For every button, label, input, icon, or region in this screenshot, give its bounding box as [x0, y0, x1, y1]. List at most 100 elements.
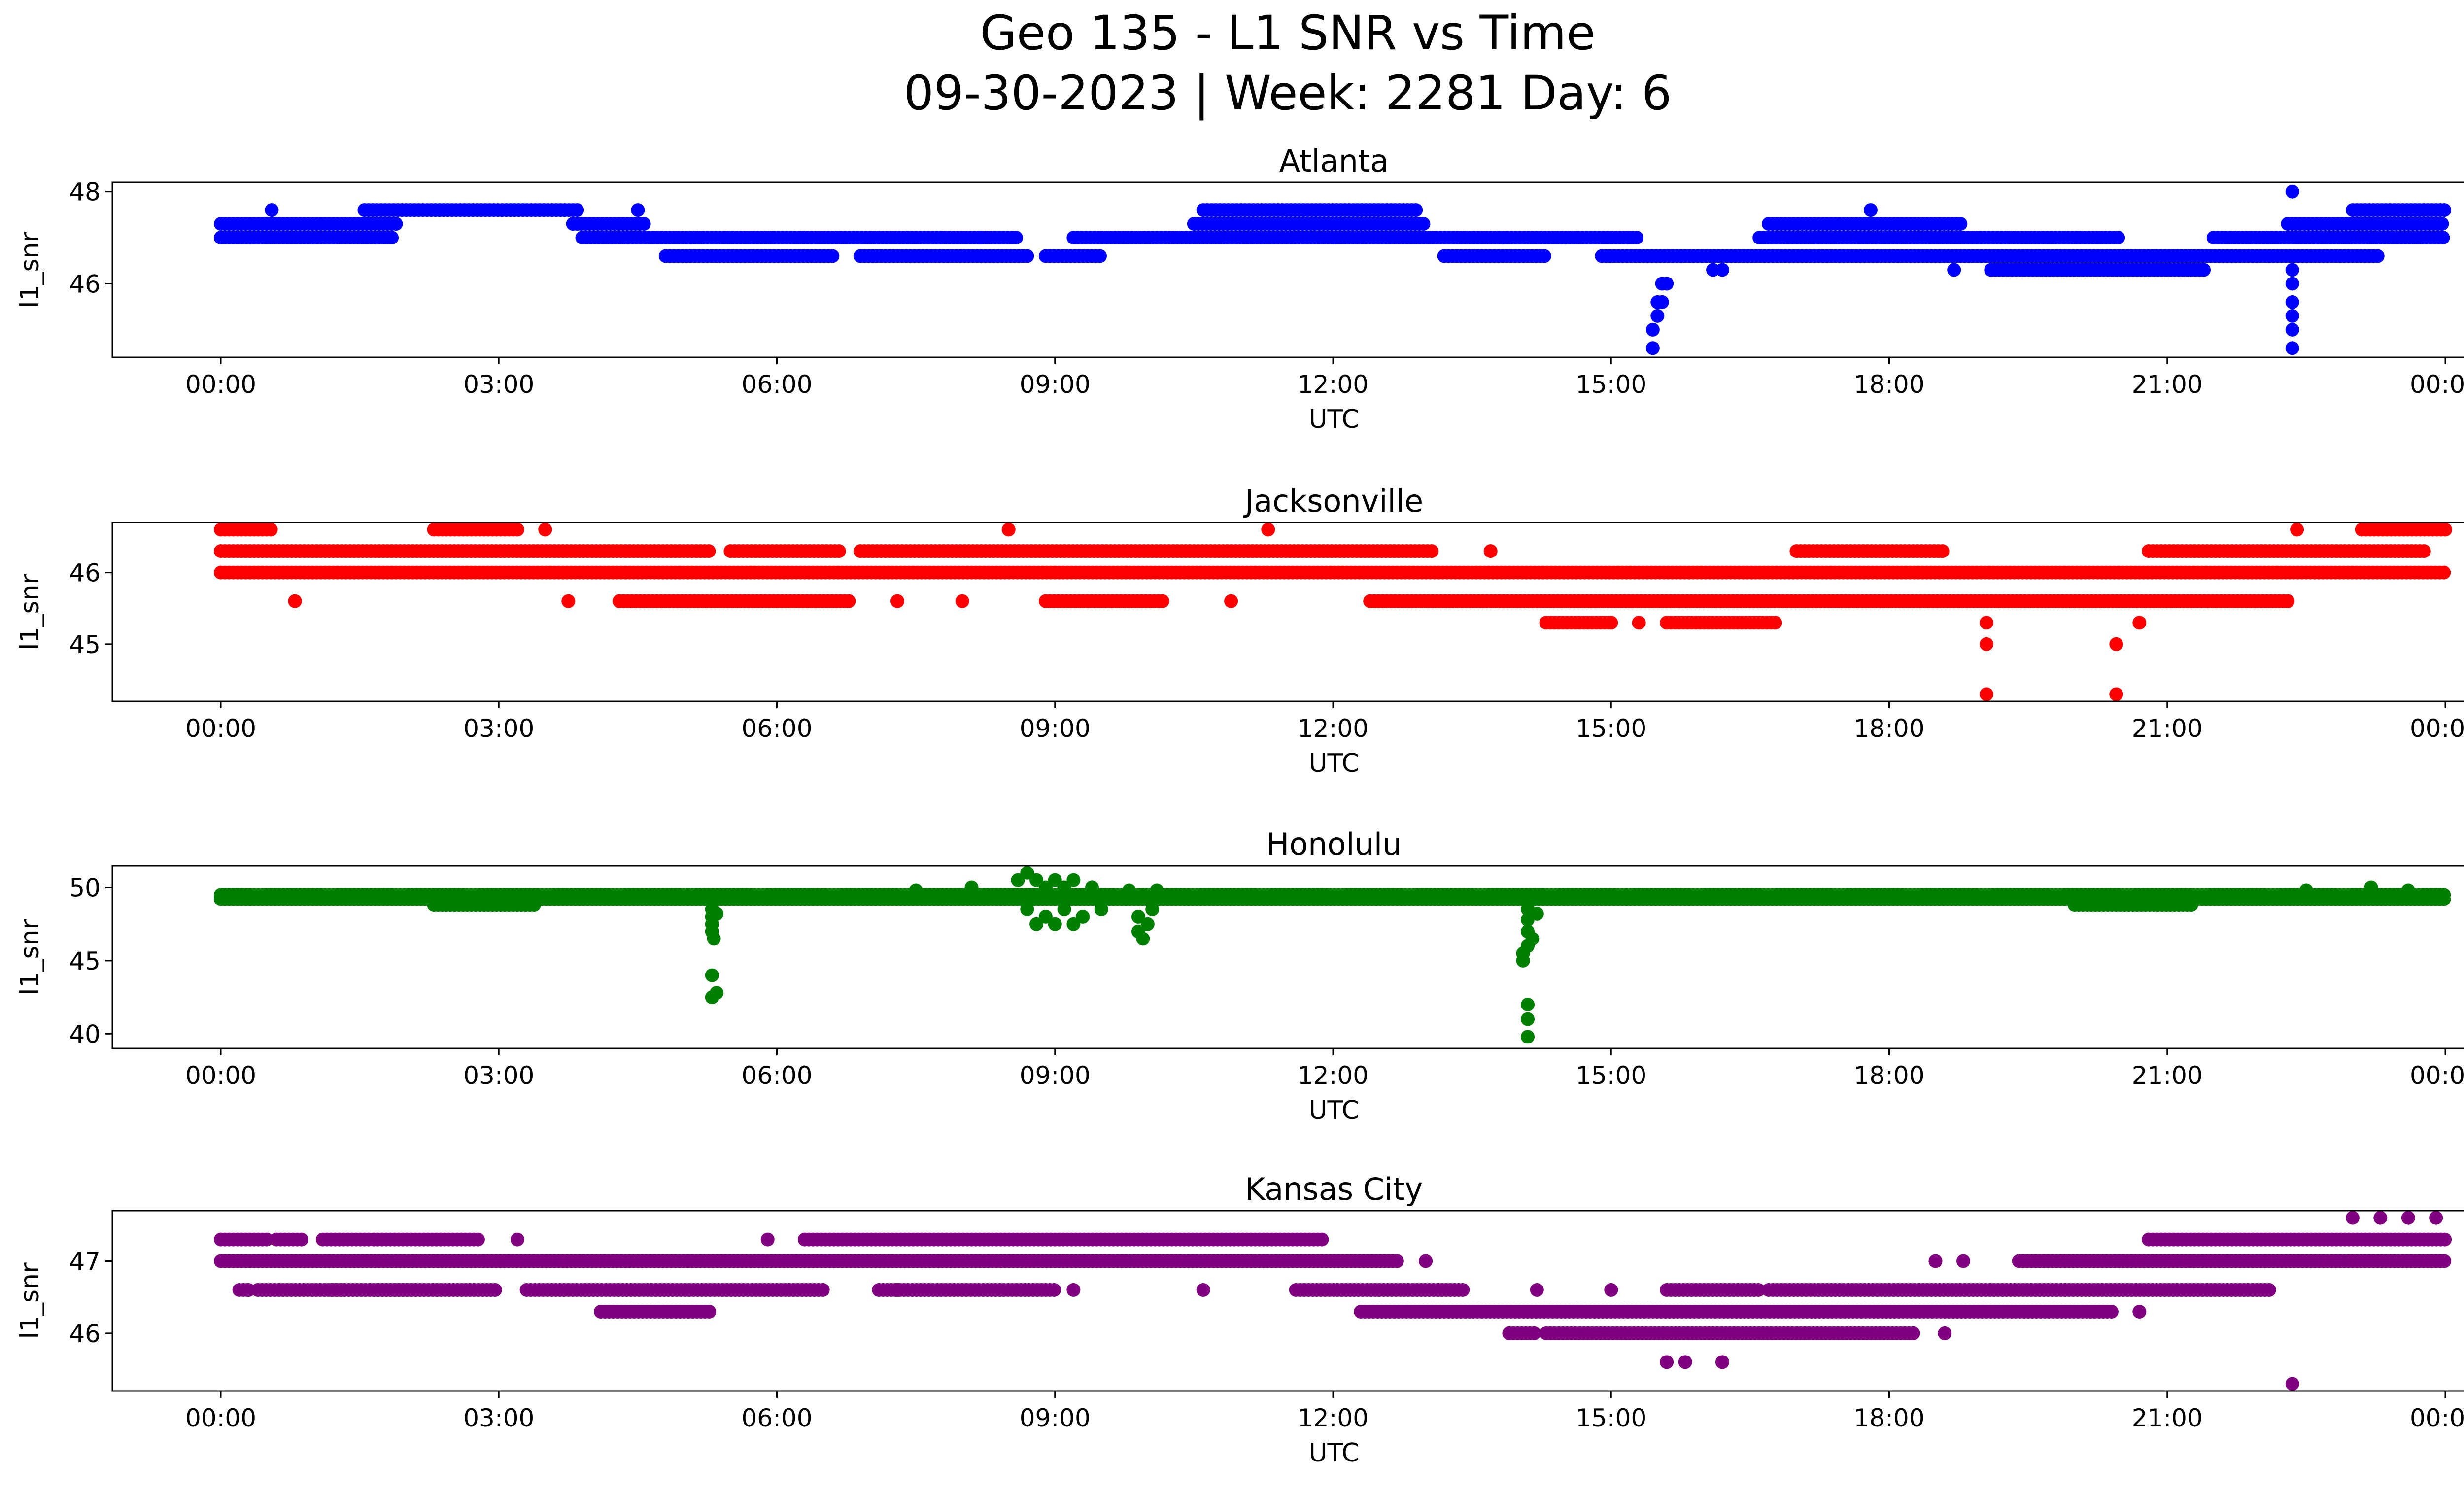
- data-point: [561, 594, 576, 608]
- x-tick-label: 06:00: [741, 370, 812, 399]
- data-point: [471, 1232, 485, 1247]
- data-point: [1768, 616, 1782, 630]
- data-point: [1521, 1012, 1535, 1026]
- data-point: [288, 594, 302, 608]
- data-point: [702, 1305, 717, 1319]
- x-tick-label: 15:00: [1575, 370, 1646, 399]
- data-point: [1145, 903, 1160, 916]
- x-tick-label: 00:00: [185, 370, 256, 399]
- data-point: [1048, 917, 1062, 931]
- data-point: [2436, 231, 2450, 245]
- data-point: [2197, 263, 2211, 277]
- data-point: [1307, 217, 1322, 231]
- data-point: [1530, 906, 1544, 921]
- data-point: [707, 932, 721, 946]
- data-point: [1980, 687, 1993, 701]
- data-point: [389, 217, 403, 231]
- data-point: [1645, 341, 1660, 355]
- x-tick-label: 03:00: [463, 714, 534, 743]
- data-point: [2281, 594, 2295, 608]
- data-point: [1093, 249, 1107, 263]
- data-point: [1057, 903, 1071, 916]
- data-point: [2437, 565, 2451, 580]
- data-point: [1409, 203, 1423, 217]
- x-tick-label: 12:00: [1298, 370, 1369, 399]
- data-point: [2438, 1232, 2452, 1247]
- data-point: [294, 1232, 308, 1247]
- figure-title-line1: Geo 135 - L1 SNR vs Time: [980, 5, 1596, 61]
- y-axis-label: l1_snr: [15, 573, 45, 650]
- data-point: [2417, 544, 2431, 558]
- data-point: [385, 231, 399, 245]
- data-point: [2437, 1254, 2452, 1268]
- subplot-title: Honolulu: [1266, 826, 1402, 862]
- data-point: [1416, 217, 1431, 231]
- y-axis-label: l1_snr: [15, 231, 45, 308]
- x-tick-label: 06:00: [741, 1061, 812, 1090]
- figure-title-line2: 09-30-2023 | Week: 2281 Day: 6: [904, 66, 1672, 121]
- data-point: [1537, 249, 1551, 263]
- data-point: [1076, 909, 1090, 924]
- data-point: [705, 968, 719, 982]
- data-point: [1085, 880, 1099, 895]
- data-point: [2437, 888, 2451, 902]
- data-point: [1632, 616, 1646, 630]
- data-point: [264, 522, 278, 537]
- data-point: [637, 217, 651, 231]
- data-point: [1660, 277, 1674, 291]
- data-point: [1315, 1232, 1329, 1247]
- data-point: [2437, 203, 2452, 217]
- data-point: [825, 249, 840, 263]
- data-point: [1527, 1326, 1541, 1340]
- data-point: [955, 594, 969, 608]
- x-tick-label: 21:00: [2132, 370, 2203, 399]
- y-tick-label: 50: [69, 874, 101, 903]
- data-point: [2299, 883, 2313, 898]
- data-point: [2285, 322, 2299, 337]
- data-point: [527, 898, 541, 912]
- data-point: [1604, 616, 1618, 630]
- data-point: [2438, 522, 2452, 537]
- data-point: [1980, 616, 1993, 630]
- data-point: [2285, 341, 2299, 355]
- x-tick-label: 00:00: [2410, 370, 2464, 399]
- data-point: [2285, 184, 2299, 199]
- data-point: [1224, 594, 1238, 608]
- data-point: [1650, 309, 1665, 323]
- data-point: [1155, 594, 1169, 608]
- y-tick-label: 45: [69, 947, 101, 975]
- data-series: [214, 522, 2452, 701]
- x-tick-label: 00:00: [2410, 714, 2464, 743]
- data-point: [1009, 231, 1023, 245]
- data-point: [1655, 295, 1669, 309]
- x-tick-label: 09:00: [1020, 1061, 1091, 1090]
- x-axis-label: UTC: [1308, 1096, 1359, 1125]
- x-tick-label: 00:00: [185, 1061, 256, 1090]
- x-tick-label: 12:00: [1298, 1061, 1369, 1090]
- x-tick-label: 18:00: [1853, 714, 1924, 743]
- data-point: [510, 522, 524, 537]
- data-point: [2435, 217, 2449, 231]
- data-point: [1630, 231, 1643, 245]
- data-point: [1020, 249, 1034, 263]
- data-point: [1935, 544, 1950, 558]
- data-point: [570, 203, 584, 217]
- data-point: [265, 203, 279, 217]
- data-point: [710, 906, 724, 921]
- data-point: [1863, 203, 1878, 217]
- data-point: [2290, 522, 2304, 537]
- y-tick-label: 46: [69, 270, 101, 299]
- y-tick-label: 48: [69, 178, 101, 207]
- x-tick-label: 00:00: [2410, 1061, 2464, 1090]
- data-point: [1645, 322, 1660, 337]
- data-point: [702, 544, 716, 558]
- data-point: [705, 990, 719, 1005]
- data-point: [964, 880, 979, 895]
- data-point: [488, 1283, 502, 1297]
- y-tick-label: 45: [69, 630, 101, 659]
- data-point: [1326, 231, 1340, 245]
